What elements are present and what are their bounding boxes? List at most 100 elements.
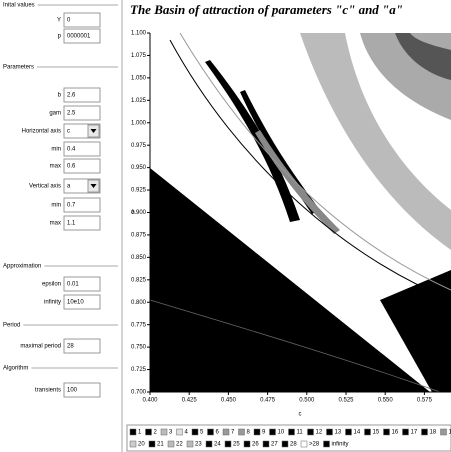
field-label: p	[58, 34, 62, 40]
legend-swatch	[222, 428, 230, 436]
legend-swatch	[167, 440, 175, 448]
input-box[interactable]	[63, 87, 101, 103]
y-tick-label: 1.000	[131, 120, 147, 126]
legend-swatch	[288, 428, 295, 436]
x-tick-label: 0.400	[142, 398, 158, 404]
legend-swatch	[207, 428, 214, 436]
y-tick-label: 0.900	[131, 210, 147, 216]
legend-label: 17	[411, 430, 418, 436]
section-title: Parameters	[3, 65, 34, 71]
input-box[interactable]	[63, 382, 101, 398]
y-tick-label: 0.825	[131, 277, 147, 283]
y-tick-label: 0.875	[131, 233, 147, 239]
x-tick-label: 0.500	[299, 398, 315, 404]
legend-swatch	[148, 440, 156, 448]
legend-label: 28	[290, 442, 297, 448]
legend-swatch	[262, 440, 270, 448]
legend-swatch	[383, 428, 390, 436]
x-tick-label: 0.525	[338, 398, 354, 404]
legend-swatch	[238, 428, 245, 436]
y-tick-label: 0.750	[131, 345, 147, 351]
input-box[interactable]	[63, 215, 101, 231]
legend-swatch	[326, 428, 333, 436]
legend-label: 22	[176, 442, 183, 448]
input-value: 100	[67, 388, 78, 394]
field-label: Vertical axis	[29, 184, 61, 190]
y-tick-label: 0.725	[131, 367, 147, 373]
field-label: b	[58, 93, 62, 99]
y-tick-label: 1.075	[131, 53, 147, 59]
field-label: infinity	[44, 300, 61, 306]
legend-swatch	[224, 440, 232, 448]
section-title: Inital values	[3, 3, 35, 9]
legend-swatch	[205, 440, 213, 448]
legend-label: 2	[154, 430, 158, 436]
input-value: 0.7	[67, 203, 76, 209]
field-label: maximal period	[20, 344, 61, 350]
legend-label: 23	[195, 442, 202, 448]
y-tick-label: 0.700	[131, 390, 147, 396]
input-value: c	[67, 129, 70, 135]
legend-label: 6	[216, 430, 220, 436]
input-box[interactable]	[63, 141, 101, 157]
x-tick-label: 0.425	[182, 398, 198, 404]
legend-swatch	[281, 440, 289, 448]
legend-swatch	[176, 428, 183, 436]
legend-swatch	[253, 428, 261, 436]
input-value: 2.5	[67, 111, 76, 117]
input-box[interactable]	[63, 276, 101, 292]
input-box[interactable]	[63, 28, 101, 44]
legend-label: 15	[373, 430, 380, 436]
input-box[interactable]	[63, 294, 101, 310]
input-value: a	[67, 184, 71, 190]
input-box[interactable]	[63, 197, 101, 213]
legend-label: 24	[214, 442, 221, 448]
legend-swatch	[186, 440, 194, 448]
legend-swatch	[160, 428, 168, 436]
legend-swatch	[364, 428, 371, 436]
x-tick-label: 0.450	[221, 398, 237, 404]
x-tick-label: 0.550	[378, 398, 394, 404]
y-tick-label: 1.050	[131, 75, 147, 81]
input-value: 0.01	[67, 282, 79, 288]
input-box[interactable]	[63, 105, 101, 121]
legend-swatch	[440, 428, 447, 436]
input-box[interactable]	[63, 338, 101, 354]
y-tick-label: 0.925	[131, 188, 147, 194]
legend-label: 5	[200, 430, 204, 436]
legend-swatch	[323, 440, 330, 448]
input-box[interactable]	[63, 158, 101, 174]
input-value: 0	[67, 18, 71, 24]
legend-swatch	[421, 428, 428, 436]
input-value: 0.6	[67, 164, 76, 170]
legend-label: infinity	[332, 442, 349, 448]
legend-label: 18	[430, 430, 437, 436]
legend-label: 8	[247, 430, 251, 436]
field-label: max	[50, 164, 61, 170]
field-label: max	[50, 221, 61, 227]
y-tick-label: 0.775	[131, 322, 147, 328]
legend-label: 26	[252, 442, 259, 448]
legend-swatch	[129, 428, 137, 436]
field-label: epsilon	[42, 282, 61, 288]
legend-label: 11	[297, 430, 304, 436]
field-label: Horizontal axis	[22, 129, 61, 135]
legend-label: 21	[157, 442, 164, 448]
legend-label: 9	[262, 430, 266, 436]
legend-label: >28	[309, 442, 320, 448]
legend-label: 19	[449, 430, 451, 436]
field-label: gam	[49, 111, 61, 117]
x-axis-label: c	[299, 412, 302, 418]
legend-label: 25	[233, 442, 240, 448]
y-tick-label: 0.800	[131, 300, 147, 306]
input-box[interactable]	[63, 12, 101, 28]
y-tick-label: 1.025	[131, 98, 147, 104]
legend-label: 12	[316, 430, 323, 436]
input-value: 2.6	[67, 93, 76, 99]
legend-swatch	[402, 428, 409, 436]
field-label: min	[51, 203, 61, 209]
legend-swatch	[307, 428, 314, 436]
input-value: 0.4	[67, 147, 76, 153]
input-value: 28	[67, 344, 74, 350]
